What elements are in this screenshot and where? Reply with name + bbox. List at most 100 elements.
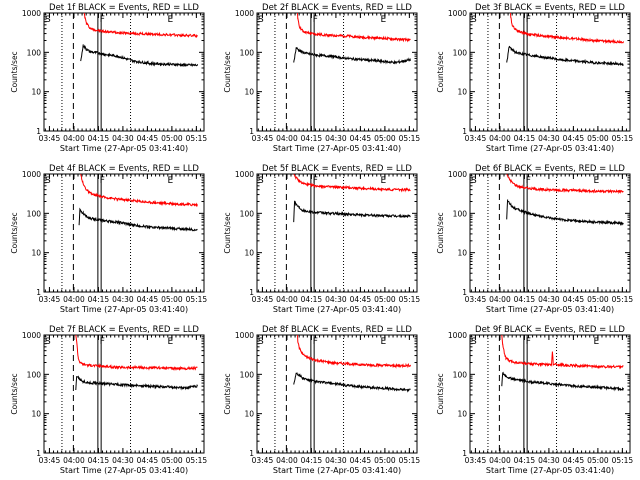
y-tick-label: 1000 bbox=[448, 170, 467, 179]
x-axis-label: Start Time (27-Apr-05 03:41:40) bbox=[60, 466, 188, 475]
y-tick-label: 1 bbox=[249, 127, 254, 136]
axes-frame bbox=[43, 334, 205, 454]
axes-frame bbox=[469, 12, 631, 132]
x-axis-label: Start Time (27-Apr-05 03:41:40) bbox=[486, 144, 614, 153]
events-series-line bbox=[506, 45, 624, 67]
y-tick-label: 1000 bbox=[235, 170, 254, 179]
y-tick-label: 10 bbox=[31, 249, 41, 258]
x-axis-label: Start Time (27-Apr-05 03:41:40) bbox=[273, 305, 401, 314]
time-marker-label: E bbox=[380, 15, 386, 25]
x-tick-label: 05:00 bbox=[374, 295, 396, 304]
x-tick-label: 04:00 bbox=[63, 295, 85, 304]
x-tick-label: 04:30 bbox=[112, 134, 134, 143]
panel-title: Det 9f BLACK = Events, RED = LLD bbox=[475, 325, 625, 335]
y-tick-label: 10 bbox=[31, 410, 41, 419]
time-marker-label: S bbox=[258, 15, 264, 25]
x-tick-label: 05:15 bbox=[186, 456, 208, 465]
y-tick-label: 100 bbox=[240, 48, 255, 57]
lld-series-line bbox=[80, 173, 198, 208]
x-tick-label: 04:45 bbox=[350, 456, 372, 465]
x-tick-label: 04:00 bbox=[489, 134, 511, 143]
detector-panel-2: Det 2f BLACK = Events, RED = LLD 1 10 100 10… bbox=[223, 3, 420, 153]
x-tick-label: 04:30 bbox=[325, 456, 347, 465]
lld-series-line bbox=[75, 334, 198, 372]
x-tick-label: 05:15 bbox=[399, 134, 421, 143]
x-tick-label: 05:00 bbox=[587, 456, 609, 465]
y-tick-label: 10 bbox=[31, 88, 41, 97]
x-tick-label: 05:15 bbox=[612, 456, 634, 465]
detector-panel-4: Det 4f BLACK = Events, RED = LLD 1 10 100 10… bbox=[10, 164, 207, 314]
axes-frame bbox=[43, 12, 205, 132]
x-tick-label: 05:00 bbox=[161, 295, 183, 304]
x-axis-label: Start Time (27-Apr-05 03:41:40) bbox=[273, 466, 401, 475]
panel-title: Det 3f BLACK = Events, RED = LLD bbox=[475, 3, 625, 13]
time-marker-label: S bbox=[45, 337, 51, 347]
x-tick-label: 03:45 bbox=[252, 134, 274, 143]
detector-panel-9: Det 9f BLACK = Events, RED = LLD 1 10 100 10… bbox=[436, 325, 633, 475]
y-tick-label: 1000 bbox=[22, 9, 41, 18]
events-series-line bbox=[293, 200, 411, 223]
x-tick-label: 03:45 bbox=[39, 295, 61, 304]
x-tick-label: 04:15 bbox=[301, 456, 323, 465]
events-series-line bbox=[75, 375, 198, 391]
y-tick-label: 1000 bbox=[22, 331, 41, 340]
x-tick-label: 04:00 bbox=[63, 456, 85, 465]
panel-title: Det 4f BLACK = Events, RED = LLD bbox=[49, 164, 199, 174]
y-tick-label: 100 bbox=[27, 48, 42, 57]
x-axis-label: Start Time (27-Apr-05 03:41:40) bbox=[486, 305, 614, 314]
detector-panel-3: Det 3f BLACK = Events, RED = LLD 1 10 100 10… bbox=[436, 3, 633, 153]
events-series-line bbox=[80, 44, 198, 68]
events-series-line bbox=[501, 371, 624, 392]
panel-title: Det 8f BLACK = Events, RED = LLD bbox=[262, 325, 412, 335]
y-tick-label: 1 bbox=[462, 449, 467, 458]
time-marker-label: S bbox=[258, 176, 264, 186]
lld-series-line bbox=[506, 173, 624, 195]
events-series-line bbox=[293, 46, 411, 65]
events-series-line bbox=[78, 207, 198, 232]
time-marker-label: E bbox=[167, 15, 173, 25]
y-tick-label: 1 bbox=[36, 449, 41, 458]
y-tick-label: 1000 bbox=[448, 331, 467, 340]
x-axis-label: Start Time (27-Apr-05 03:41:40) bbox=[273, 144, 401, 153]
y-axis-label: Counts/sec bbox=[10, 51, 19, 92]
x-tick-label: 04:15 bbox=[514, 456, 536, 465]
y-tick-label: 1 bbox=[36, 127, 41, 136]
axes-frame bbox=[43, 173, 205, 293]
x-tick-label: 03:45 bbox=[465, 456, 487, 465]
y-axis-label: Counts/sec bbox=[223, 373, 232, 414]
panel-title: Det 2f BLACK = Events, RED = LLD bbox=[262, 3, 412, 13]
time-marker-label: E bbox=[593, 337, 599, 347]
x-tick-label: 04:30 bbox=[538, 295, 560, 304]
y-tick-label: 1000 bbox=[22, 170, 41, 179]
x-tick-label: 04:00 bbox=[276, 456, 298, 465]
time-marker-label: F bbox=[526, 15, 531, 25]
x-tick-label: 03:45 bbox=[465, 295, 487, 304]
x-tick-label: 04:15 bbox=[88, 295, 110, 304]
y-tick-label: 100 bbox=[240, 209, 255, 218]
y-axis-label: Counts/sec bbox=[10, 373, 19, 414]
x-tick-label: 05:15 bbox=[612, 134, 634, 143]
y-axis-label: Counts/sec bbox=[436, 373, 445, 414]
x-tick-label: 04:30 bbox=[325, 134, 347, 143]
time-marker-label: F bbox=[100, 176, 105, 186]
time-marker-label: E bbox=[167, 337, 173, 347]
time-marker-label: S bbox=[471, 337, 477, 347]
time-marker-label: F bbox=[313, 337, 318, 347]
panel-title: Det 1f BLACK = Events, RED = LLD bbox=[49, 3, 199, 13]
events-series-line bbox=[293, 372, 411, 393]
y-tick-label: 10 bbox=[244, 410, 254, 419]
x-tick-label: 04:45 bbox=[137, 134, 159, 143]
time-marker-label: S bbox=[471, 15, 477, 25]
x-tick-label: 04:15 bbox=[88, 456, 110, 465]
x-tick-label: 04:30 bbox=[112, 295, 134, 304]
panel-title: Det 7f BLACK = Events, RED = LLD bbox=[49, 325, 199, 335]
x-tick-label: 05:00 bbox=[161, 456, 183, 465]
y-tick-label: 1000 bbox=[235, 9, 254, 18]
lld-series-line bbox=[510, 12, 624, 45]
axes-frame bbox=[469, 334, 631, 454]
x-tick-label: 04:45 bbox=[137, 295, 159, 304]
time-marker-label: E bbox=[593, 15, 599, 25]
y-axis-label: Counts/sec bbox=[436, 51, 445, 92]
x-tick-label: 04:15 bbox=[301, 295, 323, 304]
y-tick-label: 100 bbox=[453, 370, 468, 379]
